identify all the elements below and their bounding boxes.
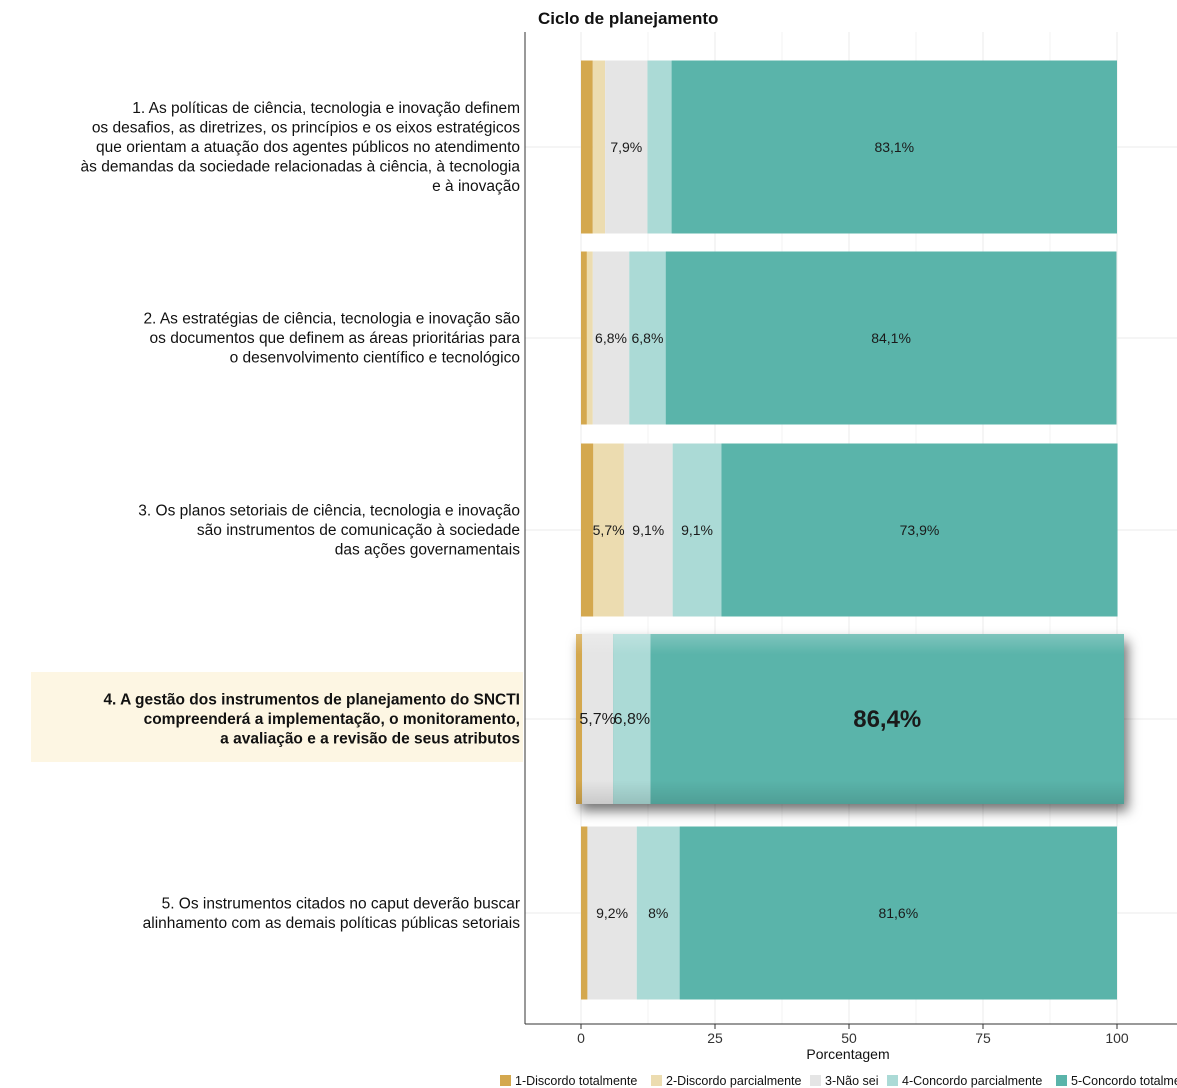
data-label-4-1: 5,7% xyxy=(579,711,615,728)
x-tick-label-3: 75 xyxy=(975,1030,991,1046)
bar-segment-2-4 xyxy=(629,251,666,425)
bar-segment-1-2 xyxy=(592,60,606,234)
data-label-5-2: 8% xyxy=(648,905,668,921)
bar-segment-5-3 xyxy=(587,826,637,1000)
legend-swatch-4 xyxy=(887,1075,898,1086)
legend-label-2: 2-Discordo parcialmente xyxy=(666,1074,802,1088)
data-label-4-3: 86,4% xyxy=(853,706,921,733)
x-tick-label-2: 50 xyxy=(841,1030,857,1046)
bar-segment-3-4 xyxy=(672,443,722,617)
bar-segment-3-3 xyxy=(623,443,673,617)
data-label-2-3: 84,1% xyxy=(871,330,911,346)
bar-segment-1-3 xyxy=(605,60,648,234)
bar-segment-3-1 xyxy=(581,443,594,617)
bar-segment-3-5 xyxy=(721,443,1118,617)
data-label-5-1: 9,2% xyxy=(596,905,628,921)
bar-group-5 xyxy=(581,826,1117,1000)
category-label-1: 1. As políticas de ciência, tecnologia e… xyxy=(81,100,521,195)
legend-label-1: 1-Discordo totalmente xyxy=(515,1074,637,1088)
bar-group-4 xyxy=(576,634,1124,804)
legend-item-3: 3-Não sei xyxy=(810,1074,879,1088)
axes xyxy=(524,32,1177,1029)
legend: 1-Discordo totalmente 2-Discordo parcialm… xyxy=(500,1074,1177,1088)
highlight-label-background xyxy=(31,672,523,762)
chart-title: Ciclo de planejamento xyxy=(538,9,718,28)
category-labels: 1. As políticas de ciência, tecnologia e… xyxy=(81,100,521,932)
bar-segment-2-3 xyxy=(592,251,630,425)
bar-segment-3-2 xyxy=(593,443,624,617)
x-tick-label-4: 100 xyxy=(1105,1030,1129,1046)
bars xyxy=(576,60,1124,1000)
bar-segment-1-4 xyxy=(647,60,672,234)
legend-item-4: 4-Concordo parcialmente xyxy=(887,1074,1042,1088)
bar-group-2 xyxy=(581,251,1117,425)
highlight-background xyxy=(31,672,523,762)
data-label-1-1: 7,9% xyxy=(610,139,642,155)
category-label-2: 2. As estratégias de ciência, tecnologia… xyxy=(143,311,520,367)
x-axis-title: Porcentagem xyxy=(806,1046,889,1062)
legend-swatch-5 xyxy=(1056,1075,1067,1086)
legend-item-5: 5-Concordo totalmente xyxy=(1056,1074,1177,1088)
data-label-4-2: 6,8% xyxy=(614,711,650,728)
legend-swatch-3 xyxy=(810,1075,821,1086)
data-label-2-2: 6,8% xyxy=(632,330,664,346)
data-label-3-1: 5,7% xyxy=(593,522,625,538)
category-label-3: 3. Os planos setoriais de ciência, tecno… xyxy=(138,503,520,559)
bar-segment-2-5 xyxy=(665,251,1117,425)
bar-segment-5-1 xyxy=(581,826,588,1000)
category-label-5: 5. Os instrumentos citados no caput deve… xyxy=(143,895,521,932)
x-tick-label-1: 25 xyxy=(707,1030,723,1046)
bar-segment-2-2 xyxy=(586,251,593,425)
bar-group-1 xyxy=(581,60,1117,234)
highlight-bar-sheen xyxy=(576,634,1124,804)
data-label-5-3: 81,6% xyxy=(878,905,918,921)
data-label-3-3: 9,1% xyxy=(681,522,713,538)
category-label-4: 4. A gestão dos instrumentos de planejam… xyxy=(103,692,520,748)
legend-item-1: 1-Discordo totalmente xyxy=(500,1074,637,1088)
bar-segment-5-5 xyxy=(679,826,1117,1000)
data-label-2-1: 6,8% xyxy=(595,330,627,346)
data-label-3-2: 9,1% xyxy=(632,522,664,538)
legend-item-2: 2-Discordo parcialmente xyxy=(651,1074,802,1088)
x-tick-labels: 0 25 50 75 100 xyxy=(577,1030,1129,1046)
data-label-1-2: 83,1% xyxy=(874,139,914,155)
x-tick-label-0: 0 xyxy=(577,1030,585,1046)
legend-swatch-1 xyxy=(500,1075,511,1086)
legend-label-3: 3-Não sei xyxy=(825,1074,879,1088)
legend-label-5: 5-Concordo totalmente xyxy=(1071,1074,1177,1088)
data-label-3-4: 73,9% xyxy=(900,522,940,538)
legend-swatch-2 xyxy=(651,1075,662,1086)
bar-group-3 xyxy=(581,443,1118,617)
bar-segment-5-4 xyxy=(636,826,680,1000)
data-labels: 7,9% 83,1% 6,8% 6,8% 84,1% 5,7% 9,1% 9,1% 73,9% 5… xyxy=(579,139,939,921)
bar-segment-1-1 xyxy=(581,60,593,234)
bar-segment-2-1 xyxy=(581,251,587,425)
legend-label-4: 4-Concordo parcialmente xyxy=(902,1074,1042,1088)
bar-segment-1-5 xyxy=(671,60,1117,234)
